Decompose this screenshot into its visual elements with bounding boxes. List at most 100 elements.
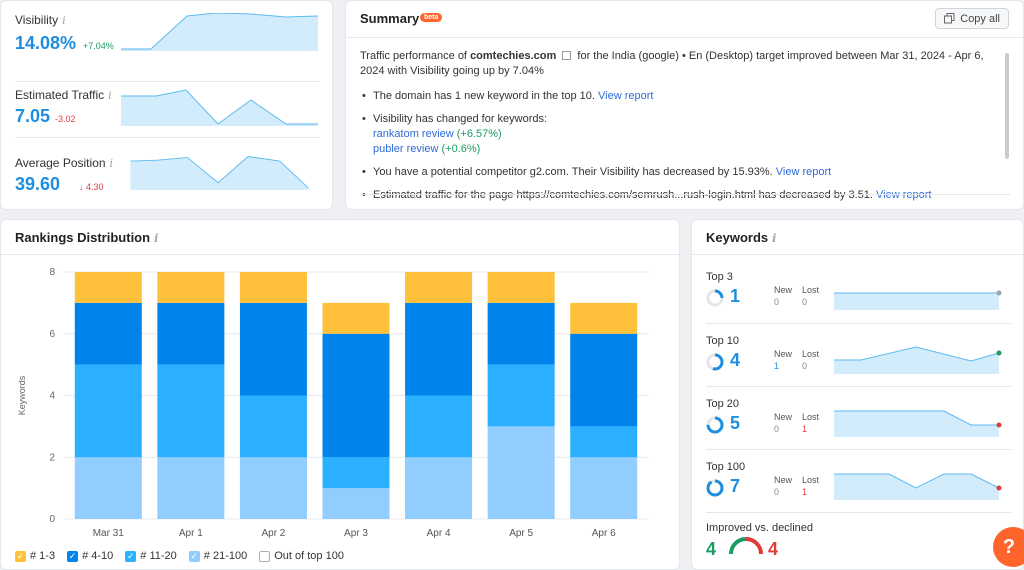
kw-label: Top 3 bbox=[706, 271, 733, 283]
x-tick-label: Apr 1 bbox=[179, 528, 203, 539]
bar-segment bbox=[157, 302, 225, 365]
bar-segment bbox=[239, 302, 307, 396]
bar-segment bbox=[570, 457, 638, 519]
checkbox-icon: ✓ bbox=[188, 550, 200, 562]
ring-icon bbox=[706, 416, 724, 434]
y-tick-label: 6 bbox=[49, 329, 55, 340]
x-tick-label: Mar 31 bbox=[93, 528, 125, 539]
bar-segment bbox=[570, 333, 638, 427]
summary-title: Summary bbox=[360, 11, 420, 26]
keyword-link[interactable]: rankatom review bbox=[373, 128, 454, 140]
divider bbox=[346, 37, 1023, 38]
legend-item-11-20[interactable]: ✓ # 11-20 bbox=[125, 550, 177, 562]
traffic-sparkline bbox=[121, 89, 318, 126]
ring-icon bbox=[706, 479, 724, 497]
metric-value: 7.05 bbox=[15, 106, 51, 126]
ring-icon bbox=[706, 353, 724, 371]
help-button[interactable]: ? bbox=[993, 527, 1024, 567]
summary-bullet: Estimated traffic for the page https://c… bbox=[360, 188, 992, 203]
y-tick-label: 0 bbox=[49, 514, 55, 525]
bar-segment bbox=[74, 457, 142, 519]
legend-item-4-10[interactable]: ✓ # 4-10 bbox=[67, 550, 114, 562]
bar-segment bbox=[157, 364, 225, 458]
view-report-link[interactable]: View report bbox=[775, 166, 832, 178]
bar-segment bbox=[322, 333, 390, 458]
y-tick-label: 2 bbox=[49, 452, 55, 463]
bar-segment bbox=[405, 272, 473, 303]
y-axis-label: Keywords bbox=[17, 375, 27, 415]
kw-sparkline bbox=[834, 290, 1002, 310]
copy-all-button[interactable]: Copy all bbox=[935, 8, 1009, 29]
bar-segment bbox=[322, 457, 390, 489]
legend-item-21-100[interactable]: ✓ # 21-100 bbox=[188, 550, 248, 562]
chart-legend: ✓ # 1-3 ✓ # 4-10 ✓ # 11-20 ✓ # 21-100 Out of… bbox=[15, 550, 344, 562]
bar-segment bbox=[570, 426, 638, 458]
summary-card: Summary beta Copy all Traffic performanc… bbox=[345, 0, 1024, 210]
kw-value: 7 bbox=[730, 476, 741, 496]
info-icon[interactable]: i bbox=[108, 89, 112, 102]
metrics-card: Visibility i 14.08% +7.04% Estimated Traf… bbox=[0, 0, 333, 210]
checkbox-icon: ✓ bbox=[67, 550, 79, 562]
position-metric[interactable]: Average Position i 39.60 ↓ 4.30 bbox=[15, 137, 320, 195]
x-tick-label: Apr 3 bbox=[344, 528, 368, 539]
info-icon[interactable]: i bbox=[154, 232, 159, 245]
info-icon[interactable]: i bbox=[109, 157, 114, 170]
keyword-row-top-10[interactable]: Top 10 4 New 1 Lost 0 bbox=[706, 323, 1011, 386]
bar-segment bbox=[157, 457, 225, 519]
legend-item-out-of-top-100[interactable]: Out of top 100 bbox=[259, 550, 344, 562]
improved-count: 4 bbox=[706, 539, 717, 559]
bar-segment bbox=[405, 395, 473, 458]
divider bbox=[692, 254, 1024, 255]
bar-segment bbox=[322, 488, 390, 519]
view-report-link[interactable]: View report bbox=[598, 90, 654, 102]
kw-lost: Lost 1 bbox=[802, 412, 820, 434]
scrollbar[interactable] bbox=[1005, 53, 1009, 159]
metric-value: 14.08% bbox=[15, 33, 77, 53]
metric-delta: +7.04% bbox=[83, 41, 114, 51]
visibility-metric[interactable]: Visibility i 14.08% +7.04% bbox=[15, 13, 320, 71]
kw-new: New 1 bbox=[774, 349, 793, 371]
copy-icon bbox=[944, 13, 955, 24]
metric-delta: ↓ 4.30 bbox=[79, 182, 104, 192]
divider bbox=[706, 512, 1011, 513]
bar-segment bbox=[239, 395, 307, 458]
kw-value: 5 bbox=[730, 413, 741, 433]
y-tick-label: 8 bbox=[49, 267, 55, 278]
summary-text: Traffic performance of comtechies.com fo… bbox=[360, 49, 992, 209]
keyword-row-top-100[interactable]: Top 100 7 New 0 Lost 1 bbox=[706, 449, 1011, 512]
checkbox-icon: ✓ bbox=[125, 550, 137, 562]
bar-segment bbox=[74, 272, 142, 303]
declined-count: 4 bbox=[768, 539, 779, 559]
bar-segment bbox=[487, 302, 555, 365]
bar-segment bbox=[405, 302, 473, 396]
kw-label: Top 100 bbox=[706, 461, 746, 473]
kw-value: 1 bbox=[730, 286, 741, 306]
kw-label: Top 20 bbox=[706, 398, 740, 410]
x-tick-label: Apr 2 bbox=[261, 528, 285, 539]
traffic-metric[interactable]: Estimated Traffic i 7.05 -3.02 bbox=[15, 81, 320, 139]
view-report-link[interactable]: View report bbox=[876, 189, 932, 201]
position-sparkline bbox=[130, 156, 309, 190]
kw-new: New 0 bbox=[774, 475, 793, 497]
x-tick-label: Apr 4 bbox=[427, 528, 451, 539]
summary-bullet: You have a potential competitor g2.com. … bbox=[360, 165, 992, 180]
rankings-distribution-card: Rankings Distribution i 0 2 4 6 8 Keywords Mar … bbox=[0, 219, 681, 570]
info-icon[interactable]: i bbox=[62, 14, 66, 27]
kw-lost: Lost 0 bbox=[802, 285, 820, 307]
bar-segment bbox=[487, 272, 555, 303]
x-tick-label: Apr 5 bbox=[509, 528, 533, 539]
rankings-title: Rankings Distribution i bbox=[15, 230, 159, 245]
keyword-row-top-20[interactable]: Top 20 5 New 0 Lost 1 bbox=[706, 386, 1011, 449]
legend-item-1-3[interactable]: ✓ # 1-3 bbox=[15, 550, 56, 562]
external-link-icon[interactable] bbox=[562, 51, 572, 60]
kw-sparkline bbox=[834, 410, 1002, 437]
metric-delta: -3.02 bbox=[55, 114, 76, 124]
bar-segment bbox=[74, 364, 142, 458]
keyword-row-top-3[interactable]: Top 3 1 New 0 Lost 0 bbox=[706, 260, 1011, 323]
keyword-link[interactable]: publer review bbox=[373, 143, 439, 155]
y-tick-label: 4 bbox=[49, 391, 55, 402]
divider bbox=[1, 254, 681, 255]
bar-segment bbox=[239, 457, 307, 519]
info-icon[interactable]: i bbox=[772, 232, 777, 245]
metric-value: 39.60 bbox=[15, 174, 61, 194]
